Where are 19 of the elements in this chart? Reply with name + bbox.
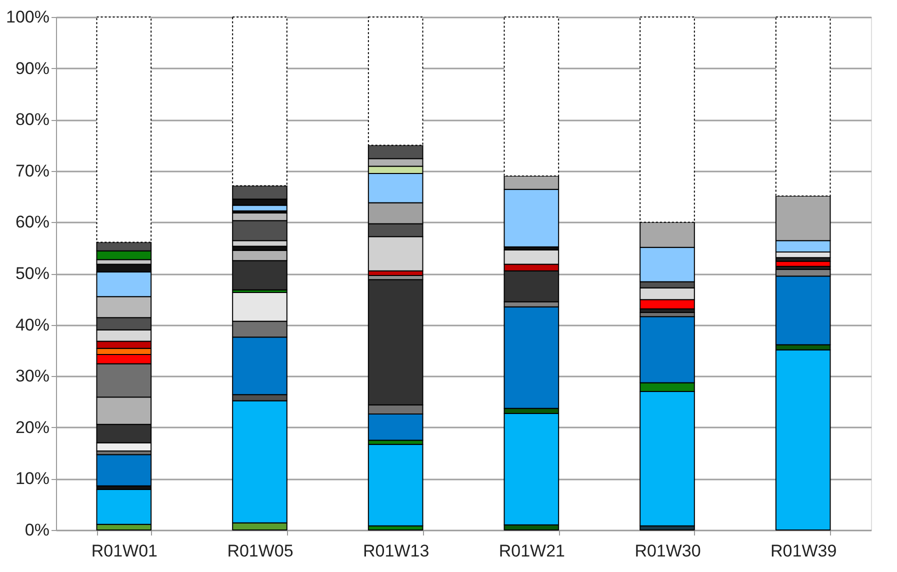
x-tick-label: R01W30 [634, 542, 701, 560]
y-tick-label: 10% [15, 469, 50, 488]
x-tick-label: R01W05 [227, 542, 294, 560]
y-tick-label: 60% [15, 212, 50, 232]
bar [96, 454, 152, 486]
y-tick-label: 20% [15, 418, 50, 437]
y-tick-label: 40% [15, 315, 50, 334]
y-tick-label: 80% [15, 110, 50, 130]
x-tick-label: R01W01 [91, 542, 158, 560]
y-tick-label: 50% [15, 264, 50, 283]
y-tick-label: 0% [24, 520, 50, 540]
y-tick-label: 90% [15, 58, 50, 78]
x-tick-label: R01W21 [498, 542, 565, 560]
x-tick-label: R01W39 [770, 542, 837, 560]
x-tick-label: R01W13 [363, 542, 430, 560]
y-tick-label: 70% [15, 161, 50, 180]
bar [368, 444, 424, 526]
y-tick-label: 100% [6, 8, 50, 26]
y-tick-label: 30% [15, 366, 50, 386]
